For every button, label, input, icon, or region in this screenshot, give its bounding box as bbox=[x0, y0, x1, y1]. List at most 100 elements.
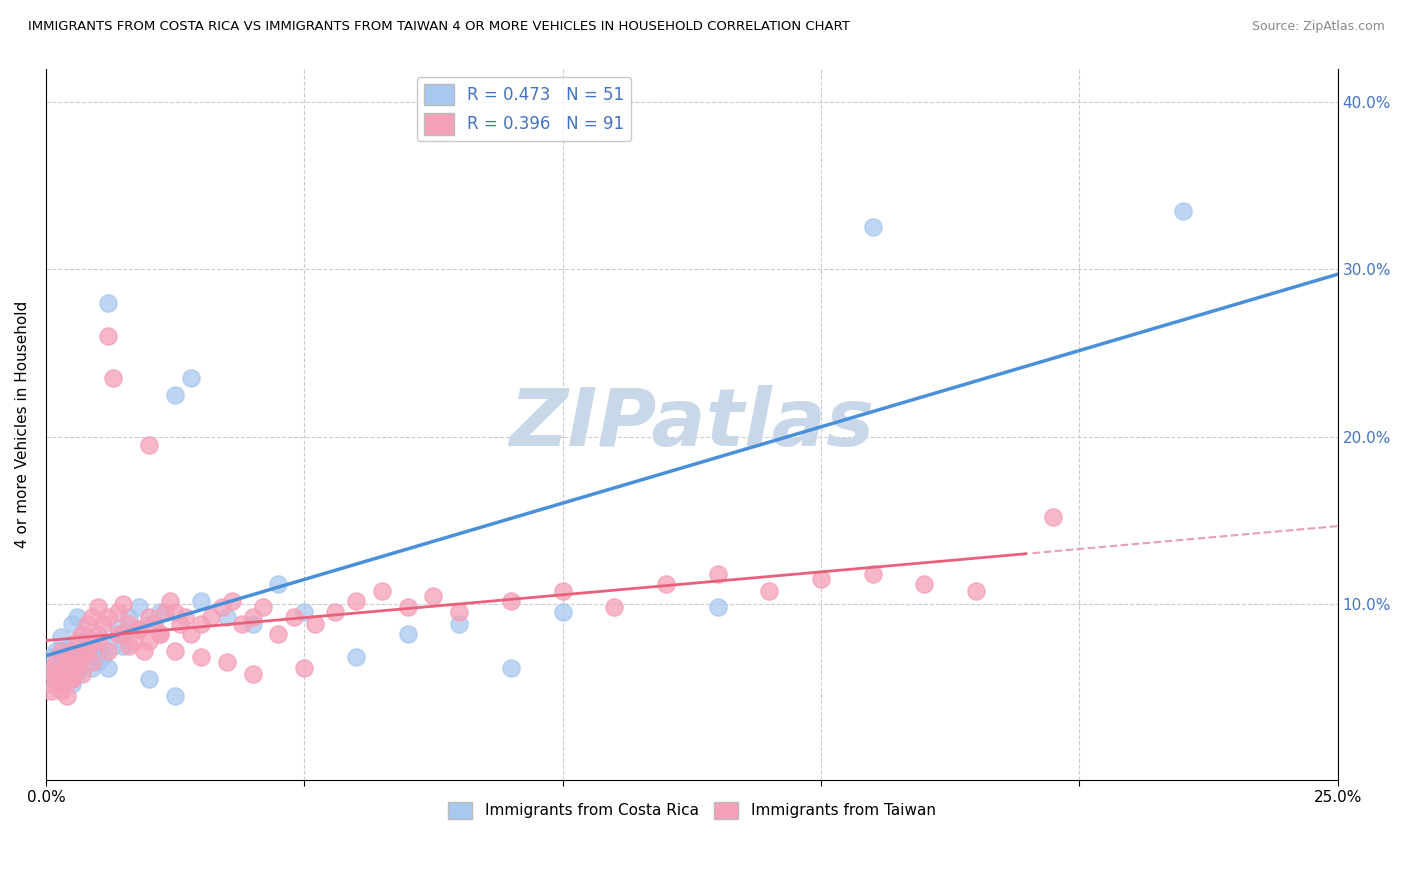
Point bbox=[70, 644, 93, 658]
Point bbox=[122, 633, 145, 648]
Point bbox=[603, 600, 626, 615]
Point bbox=[97, 329, 120, 343]
Point bbox=[242, 667, 264, 681]
Point bbox=[107, 622, 129, 636]
Point bbox=[60, 617, 83, 632]
Point bbox=[51, 684, 73, 698]
Point bbox=[165, 644, 187, 658]
Point bbox=[45, 667, 67, 681]
Y-axis label: 4 or more Vehicles in Household: 4 or more Vehicles in Household bbox=[15, 301, 30, 548]
Point bbox=[51, 644, 73, 658]
Point bbox=[138, 672, 160, 686]
Point bbox=[117, 610, 139, 624]
Point bbox=[97, 610, 120, 624]
Point bbox=[143, 617, 166, 632]
Point bbox=[97, 660, 120, 674]
Point bbox=[112, 639, 135, 653]
Point bbox=[396, 627, 419, 641]
Point bbox=[66, 633, 89, 648]
Point bbox=[91, 617, 114, 632]
Point bbox=[231, 617, 253, 632]
Point bbox=[292, 660, 315, 674]
Point bbox=[758, 583, 780, 598]
Text: IMMIGRANTS FROM COSTA RICA VS IMMIGRANTS FROM TAIWAN 4 OR MORE VEHICLES IN HOUSE: IMMIGRANTS FROM COSTA RICA VS IMMIGRANTS… bbox=[28, 20, 851, 33]
Point bbox=[66, 667, 89, 681]
Point bbox=[86, 627, 108, 641]
Point bbox=[862, 566, 884, 581]
Point bbox=[107, 605, 129, 619]
Point bbox=[51, 631, 73, 645]
Point bbox=[82, 633, 104, 648]
Point bbox=[165, 388, 187, 402]
Point bbox=[101, 639, 124, 653]
Point bbox=[60, 672, 83, 686]
Point bbox=[45, 667, 67, 681]
Point bbox=[138, 633, 160, 648]
Point bbox=[242, 610, 264, 624]
Point bbox=[422, 589, 444, 603]
Point bbox=[706, 566, 728, 581]
Point bbox=[55, 689, 77, 703]
Point bbox=[344, 593, 367, 607]
Point bbox=[169, 617, 191, 632]
Point bbox=[862, 220, 884, 235]
Point bbox=[371, 583, 394, 598]
Point bbox=[215, 610, 238, 624]
Point bbox=[965, 583, 987, 598]
Point bbox=[200, 610, 222, 624]
Point bbox=[45, 656, 67, 670]
Point bbox=[86, 600, 108, 615]
Point bbox=[128, 622, 150, 636]
Point bbox=[267, 577, 290, 591]
Point bbox=[551, 605, 574, 619]
Point bbox=[112, 627, 135, 641]
Point bbox=[134, 644, 156, 658]
Point bbox=[76, 617, 98, 632]
Point bbox=[60, 656, 83, 670]
Point bbox=[344, 650, 367, 665]
Point bbox=[39, 650, 62, 665]
Point bbox=[70, 667, 93, 681]
Point bbox=[912, 577, 935, 591]
Point bbox=[55, 660, 77, 674]
Point bbox=[70, 650, 93, 665]
Point bbox=[86, 644, 108, 658]
Text: Source: ZipAtlas.com: Source: ZipAtlas.com bbox=[1251, 20, 1385, 33]
Point bbox=[211, 600, 233, 615]
Point bbox=[86, 656, 108, 670]
Point bbox=[174, 610, 197, 624]
Point bbox=[86, 633, 108, 648]
Point bbox=[252, 600, 274, 615]
Point bbox=[117, 639, 139, 653]
Point bbox=[82, 647, 104, 661]
Point bbox=[55, 667, 77, 681]
Point bbox=[449, 605, 471, 619]
Point bbox=[190, 650, 212, 665]
Point bbox=[215, 656, 238, 670]
Point bbox=[76, 633, 98, 648]
Point bbox=[551, 583, 574, 598]
Point bbox=[51, 656, 73, 670]
Point bbox=[499, 660, 522, 674]
Point bbox=[51, 677, 73, 691]
Point bbox=[180, 371, 202, 385]
Legend: Immigrants from Costa Rica, Immigrants from Taiwan: Immigrants from Costa Rica, Immigrants f… bbox=[441, 796, 942, 825]
Point bbox=[283, 610, 305, 624]
Point bbox=[82, 656, 104, 670]
Point bbox=[499, 593, 522, 607]
Point bbox=[70, 627, 93, 641]
Point bbox=[128, 622, 150, 636]
Point bbox=[149, 627, 172, 641]
Point bbox=[706, 600, 728, 615]
Point bbox=[66, 660, 89, 674]
Point bbox=[117, 617, 139, 632]
Point bbox=[39, 677, 62, 691]
Point bbox=[149, 627, 172, 641]
Point bbox=[292, 605, 315, 619]
Point bbox=[1171, 203, 1194, 218]
Point bbox=[128, 600, 150, 615]
Point bbox=[39, 684, 62, 698]
Point bbox=[39, 664, 62, 678]
Point bbox=[101, 371, 124, 385]
Point bbox=[97, 644, 120, 658]
